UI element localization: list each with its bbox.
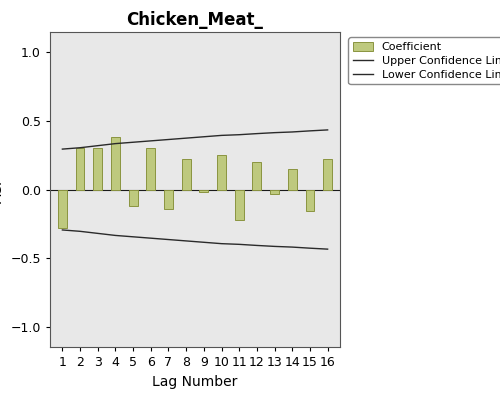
X-axis label: Lag Number: Lag Number xyxy=(152,375,238,389)
Bar xyxy=(288,169,296,190)
Bar xyxy=(164,190,173,209)
Bar xyxy=(58,190,67,228)
Bar xyxy=(235,190,244,220)
Bar xyxy=(182,159,190,190)
Bar xyxy=(270,190,279,194)
Bar xyxy=(323,159,332,190)
Bar xyxy=(252,162,262,190)
Bar xyxy=(128,190,138,206)
Title: Chicken_Meat_: Chicken_Meat_ xyxy=(126,11,264,29)
Bar xyxy=(306,190,314,211)
Legend: Coefficient, Upper Confidence Limit, Lower Confidence Limit: Coefficient, Upper Confidence Limit, Low… xyxy=(348,38,500,84)
Y-axis label: ACF: ACF xyxy=(0,176,5,203)
Bar xyxy=(217,155,226,190)
Bar xyxy=(146,148,155,190)
Bar xyxy=(200,190,208,192)
Bar xyxy=(94,148,102,190)
Bar xyxy=(111,137,120,190)
Bar xyxy=(76,148,84,190)
